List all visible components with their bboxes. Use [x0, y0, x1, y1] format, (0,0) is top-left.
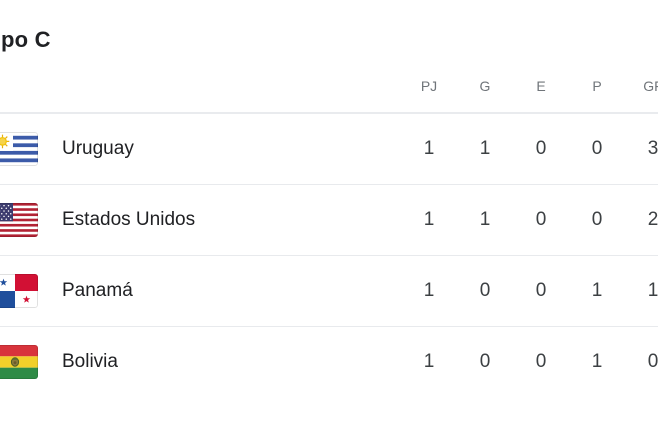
stat-e: 0	[535, 351, 547, 372]
standings-header-row: PJ G E P GF	[0, 66, 658, 106]
stat-pj: 1	[423, 280, 435, 301]
table-row-panama[interactable]: Panamá 1 0 0 1 1	[0, 256, 658, 327]
column-header-e: E	[536, 78, 546, 94]
group-title: po C	[1, 27, 51, 52]
column-header-gf: GF	[643, 78, 658, 94]
stat-gf: 2	[647, 209, 658, 230]
stat-p: 1	[591, 280, 603, 301]
stat-g: 1	[479, 209, 491, 230]
stat-g: 1	[479, 138, 491, 159]
usa-flag-icon	[0, 203, 38, 237]
stat-g: 0	[479, 351, 491, 372]
team-stats: 1 1 0 0 3	[401, 114, 658, 184]
stat-pj: 1	[423, 138, 435, 159]
team-name: Estados Unidos	[62, 209, 196, 230]
column-header-p: P	[592, 78, 602, 94]
table-row-uruguay[interactable]: Uruguay 1 1 0 0 3	[0, 114, 658, 185]
stat-e: 0	[535, 209, 547, 230]
team-stats: 1 0 0 1 0	[401, 327, 658, 397]
stat-pj: 1	[423, 351, 435, 372]
stat-e: 0	[535, 138, 547, 159]
stat-e: 0	[535, 280, 547, 301]
column-header-pj: PJ	[420, 78, 438, 94]
table-row-bolivia[interactable]: Bolivia 1 0 0 1 0	[0, 327, 658, 397]
stat-p: 1	[591, 351, 603, 372]
stat-gf: 0	[647, 351, 658, 372]
standings-header-stats: PJ G E P GF	[401, 66, 658, 106]
stat-gf: 1	[647, 280, 658, 301]
stat-g: 0	[479, 280, 491, 301]
table-row-estados-unidos[interactable]: Estados Unidos 1 1 0 0 2	[0, 185, 658, 256]
team-stats: 1 1 0 0 2	[401, 185, 658, 255]
team-name: Bolivia	[62, 351, 118, 372]
stat-pj: 1	[423, 209, 435, 230]
uruguay-flag-icon	[0, 132, 38, 166]
team-name: Uruguay	[62, 138, 134, 159]
panama-flag-icon	[0, 274, 38, 308]
header-divider	[0, 112, 658, 114]
stat-p: 0	[591, 138, 603, 159]
stat-gf: 3	[647, 138, 658, 159]
team-name: Panamá	[62, 280, 133, 301]
bolivia-flag-icon	[0, 345, 38, 379]
column-header-g: G	[479, 78, 491, 94]
standings-rows: Uruguay 1 1 0 0 3	[0, 114, 658, 397]
stat-p: 0	[591, 209, 603, 230]
team-stats: 1 0 0 1 1	[401, 256, 658, 326]
